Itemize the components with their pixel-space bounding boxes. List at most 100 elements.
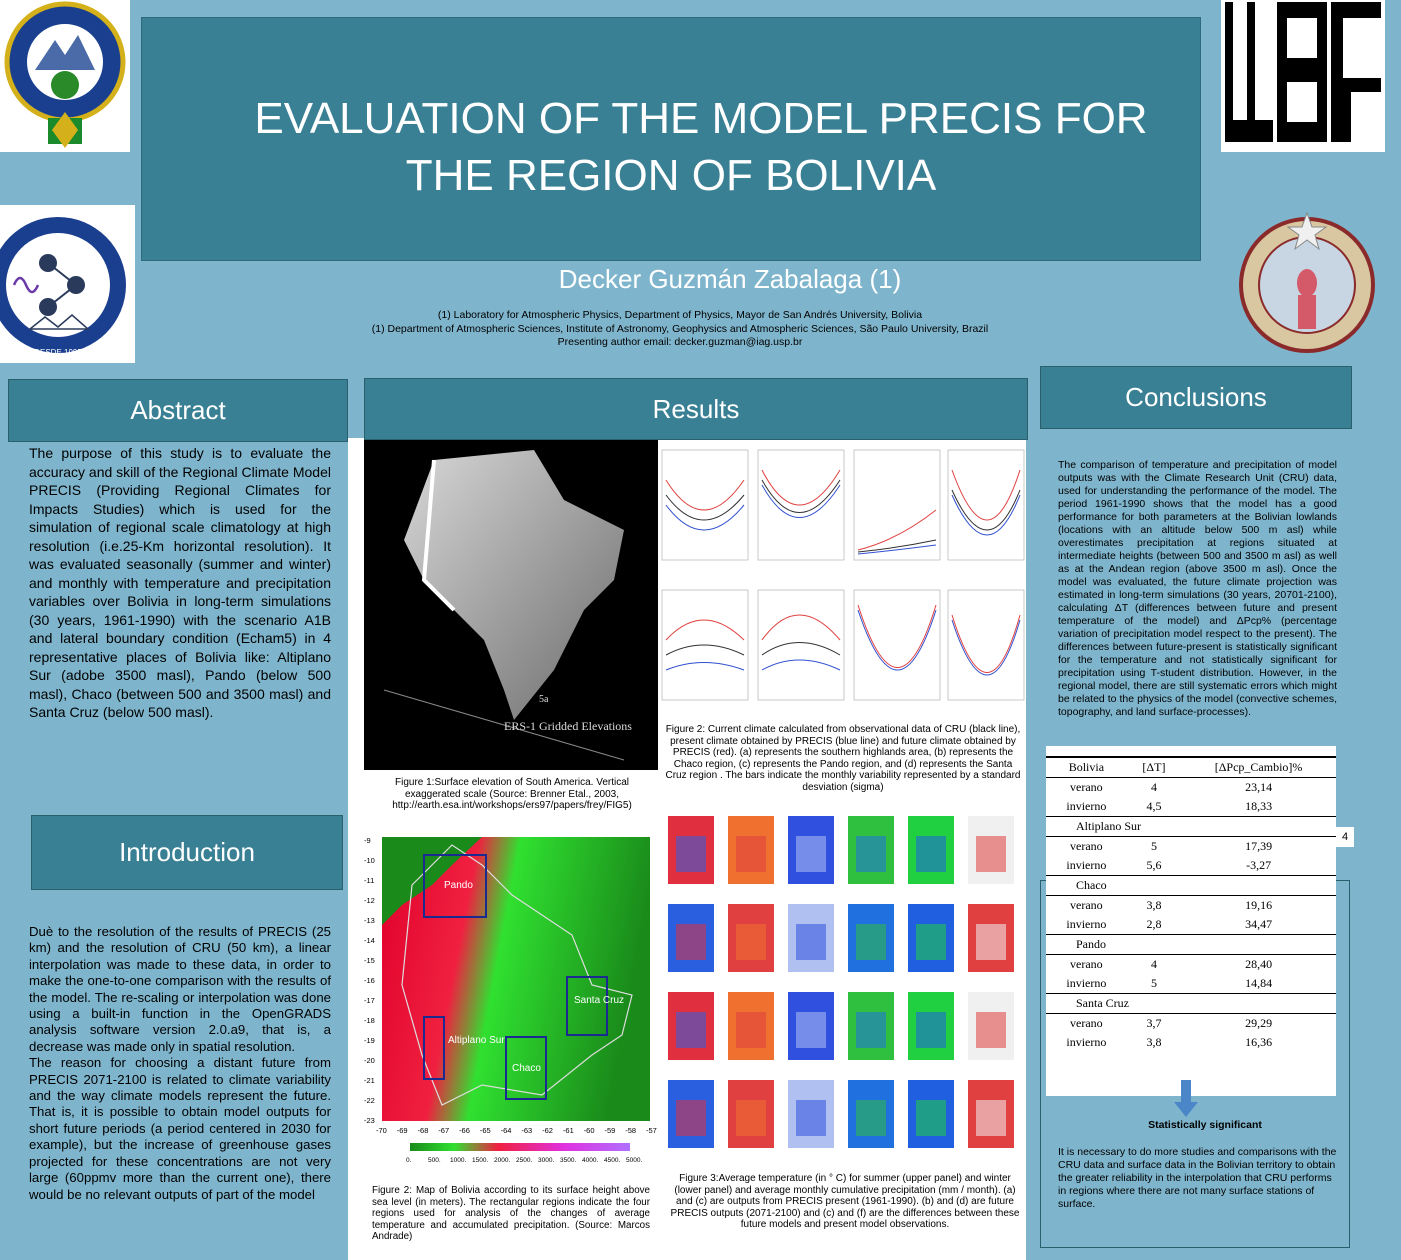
table-cell: 28,40 (1245, 957, 1273, 971)
table-row: invierno 3,8 16,36 (1046, 1033, 1336, 1052)
results-heading: Results (364, 378, 1028, 440)
table-region-cell: Santa Cruz (1046, 993, 1336, 1014)
table-cell: 5,6 (1146, 858, 1162, 872)
fig3-map-field (976, 924, 1006, 960)
table-cell: 5 (1150, 976, 1157, 990)
conclusions-text: The comparison of temperature and precip… (1058, 459, 1337, 718)
map-y-tick: -14 (364, 936, 375, 945)
map-scale-tick: 4000. (582, 1157, 598, 1164)
map-scale-tick: 4500. (604, 1157, 620, 1164)
table-cell: verano (1070, 839, 1103, 853)
fig3-map-field (856, 1012, 886, 1048)
map-x-tick: -65 (480, 1126, 491, 1135)
map-y-tick: -16 (364, 976, 375, 985)
table-row: invierno 4,5 18,33 (1046, 797, 1336, 817)
map-x-tick: -59 (604, 1126, 615, 1135)
affiliation-1: (1) Laboratory for Atmospheric Physics, … (437, 309, 923, 321)
table-cell: verano (1070, 957, 1103, 971)
observatorio-logo (1222, 205, 1387, 355)
table-header-cell: Bolivia (1046, 756, 1127, 778)
map-x-tick: -58 (625, 1126, 636, 1135)
table-cell: invierno (1066, 858, 1107, 872)
map-x-tick: -66 (459, 1126, 470, 1135)
fig3-map-field (976, 836, 1006, 872)
significant-label: Statistically significant (1148, 1119, 1262, 1131)
fig3-map-field (676, 1100, 706, 1136)
table-cell: 3,8 (1146, 1035, 1162, 1049)
table-cell: verano (1070, 780, 1103, 794)
table-cell: 29,29 (1245, 1016, 1273, 1030)
presenter-email: Presenting author email: decker.guzman@i… (557, 336, 803, 348)
table-header-cell: [ΔT] (1126, 756, 1182, 778)
figure-1-caption: Figure 1:Surface elevation of South Amer… (388, 775, 636, 814)
table-row: verano 4 23,14 (1046, 778, 1336, 798)
table-region-cell: Chaco (1046, 875, 1336, 896)
map-y-tick: -15 (364, 956, 375, 965)
map-x-tick: -57 (646, 1126, 657, 1135)
fig3-map-field (676, 924, 706, 960)
table-cell: -3,27 (1246, 858, 1272, 872)
table-cell: invierno (1066, 976, 1107, 990)
fig3-map-field (856, 924, 886, 960)
table-cell: 3,7 (1146, 1016, 1162, 1030)
fig3-map-field (736, 924, 766, 960)
table-row: verano 4 28,40 (1046, 955, 1336, 975)
fig3-map-field (796, 836, 826, 872)
title-line-2: THE REGION OF BOLIVIA (405, 151, 937, 200)
introduction-paragraph-1: Duè to the resolution of the results of … (29, 924, 331, 1054)
table-region-row: Santa Cruz (1046, 993, 1336, 1014)
map-scale-tick: 2500. (516, 1157, 532, 1164)
map-label-pando: Pando (444, 880, 473, 891)
map-y-tick: -9 (364, 836, 371, 845)
results-table: Bolivia [ΔT] [ΔPcp_Cambio]% verano 4 23,14 inv… (1046, 746, 1336, 1096)
umsa-logo (0, 0, 130, 152)
map-y-tick: -10 (364, 856, 375, 865)
map-label-altiplano-sur: Altiplano Sur (448, 1035, 505, 1046)
affiliation-2: (1) Department of Atmospheric Sciences, … (371, 322, 989, 335)
table-cell: 4,5 (1146, 799, 1162, 813)
map-scale-tick: 1500. (472, 1157, 488, 1164)
abstract-text: The purpose of this study is to evaluate… (29, 445, 331, 720)
map-x-tick: -69 (397, 1126, 408, 1135)
map-x-tick: -70 (376, 1126, 387, 1135)
introduction-paragraph-2: The reason for choosing a distant future… (29, 1055, 331, 1202)
table-cell: 18,33 (1245, 799, 1273, 813)
map-y-tick: -20 (364, 1056, 375, 1065)
table-cell: 17,39 (1245, 839, 1273, 853)
conclusions-heading: Conclusions (1040, 366, 1352, 429)
affiliations: (1) Laboratory for Atmospheric Physics, … (330, 309, 1030, 350)
table-region-cell: Altiplano Sur (1046, 816, 1336, 837)
figure-2-caption: Figure 2: Current climate calculated fro… (660, 722, 1026, 795)
table-cell: 4 (1150, 957, 1157, 971)
table-cell: 2,8 (1146, 917, 1162, 931)
usp-logo (1221, 0, 1385, 152)
lfa-year: DESDE 1995 (34, 348, 82, 357)
author-name: Decker Guzmán Zabalaga (1) (558, 264, 902, 294)
table-header-cell: [ΔPcp_Cambio]% (1181, 756, 1336, 778)
side-number: 4 (1336, 827, 1354, 847)
map-scale-tick: 1000. (450, 1157, 466, 1164)
table-cell: 34,47 (1245, 917, 1273, 931)
table-cell: invierno (1066, 799, 1107, 813)
fig3-map-field (856, 836, 886, 872)
fig3-map-field (736, 836, 766, 872)
map-y-tick: -23 (364, 1116, 375, 1125)
table-cell: 23,14 (1245, 780, 1273, 794)
introduction-text: Duè to the resolution of the results of … (29, 924, 331, 1203)
table-row: invierno 5 14,84 (1046, 974, 1336, 994)
abstract-heading: Abstract (8, 379, 348, 442)
table-cell: 3,8 (1146, 898, 1162, 912)
table-row: invierno 2,8 34,47 (1046, 915, 1336, 935)
map-scale-tick: 3000. (538, 1157, 554, 1164)
table-cell: 14,84 (1245, 976, 1273, 990)
map-x-tick: -62 (542, 1126, 553, 1135)
map-y-tick: -19 (364, 1036, 375, 1045)
fig3-map-field (856, 1100, 886, 1136)
map-scale-tick: 5000. (626, 1157, 642, 1164)
map-x-tick: -64 (501, 1126, 512, 1135)
fig3-map-field (736, 1012, 766, 1048)
table-cell: 19,16 (1245, 898, 1273, 912)
map-x-tick: -67 (438, 1126, 449, 1135)
table-row: verano 3,7 29,29 (1046, 1014, 1336, 1034)
map-label-santa-cruz: Santa Cruz (574, 995, 624, 1006)
